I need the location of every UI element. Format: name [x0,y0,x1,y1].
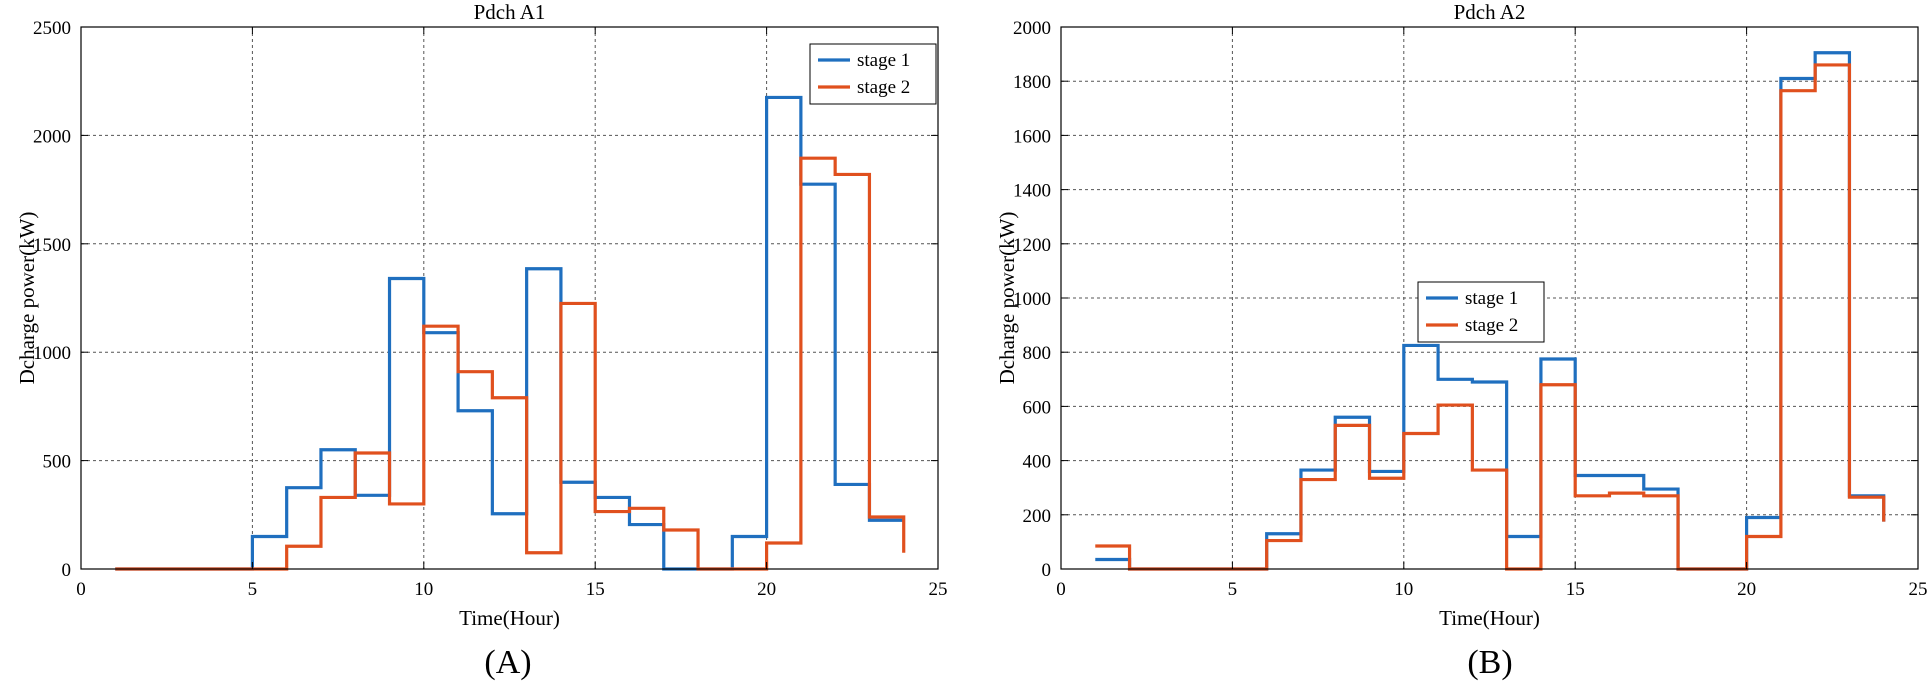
x-tick-label: 20 [757,579,776,600]
x-tick-label: 5 [248,579,258,600]
y-axis-title: Dcharge power(kW) [995,212,1019,385]
legend-label-stage-1: stage 1 [857,50,910,71]
y-tick-label: 0 [1042,560,1052,581]
y-tick-label: 1000 [33,343,71,364]
x-tick-label: 15 [1566,579,1585,600]
y-tick-label: 1500 [33,235,71,256]
x-axis-title: Time(Hour) [459,606,560,630]
legend-box [809,43,937,105]
x-tick-label: 15 [586,579,605,600]
y-tick-label: 2000 [33,126,71,147]
chart-panel-b: 0 5 10 15 20 25 0 200 400 600 800 1000 1200 1400 1600 1… [995,0,1928,681]
x-tick-label: 5 [1228,579,1238,600]
y-tick-label: 1000 [1013,289,1051,310]
y-tick-label: 1600 [1013,126,1051,147]
x-tick-label: 0 [76,579,86,600]
x-tick-label: 25 [929,579,948,600]
y-tick-label: 200 [1023,506,1052,527]
series-line-stage-2 [115,156,906,571]
y-tick-label: 1800 [1013,72,1051,93]
legend-label-stage-1: stage 1 [1465,288,1518,309]
y-tick-label: 400 [1023,452,1052,473]
y-tick-label: 2500 [33,18,71,39]
legend-box [1417,281,1545,343]
series-line-stage-1 [115,95,904,571]
panel-label: (A) [484,644,531,681]
chart-panel-a: 0 5 10 15 20 25 0 500 1000 1500 2000 2500 Pdch A1 Tim… [15,0,948,681]
y-tick-label: 1200 [1013,235,1051,256]
x-tick-label: 10 [1394,579,1413,600]
y-axis-title: Dcharge power(kW) [15,212,39,385]
panel-label: (B) [1467,644,1512,681]
y-tick-label: 1400 [1013,181,1051,202]
legend: stage 1 stage 2 [809,43,937,105]
x-tick-label: 20 [1737,579,1756,600]
y-tick-label: 2000 [1013,18,1051,39]
y-tick-label: 500 [43,452,72,473]
y-tick-label: 600 [1023,397,1052,418]
chart-title: Pdch A1 [474,0,546,24]
x-tick-label: 0 [1056,579,1066,600]
x-tick-label: 10 [414,579,433,600]
plot-frame [80,26,939,570]
x-axis-title: Time(Hour) [1439,606,1540,630]
legend: stage 1 stage 2 [1417,281,1545,343]
x-tick-label: 25 [1909,579,1928,600]
chart-title: Pdch A2 [1454,0,1526,24]
y-tick-label: 800 [1023,343,1052,364]
legend-label-stage-2: stage 2 [857,77,910,98]
y-tick-label: 0 [62,560,72,581]
legend-label-stage-2: stage 2 [1465,315,1518,336]
